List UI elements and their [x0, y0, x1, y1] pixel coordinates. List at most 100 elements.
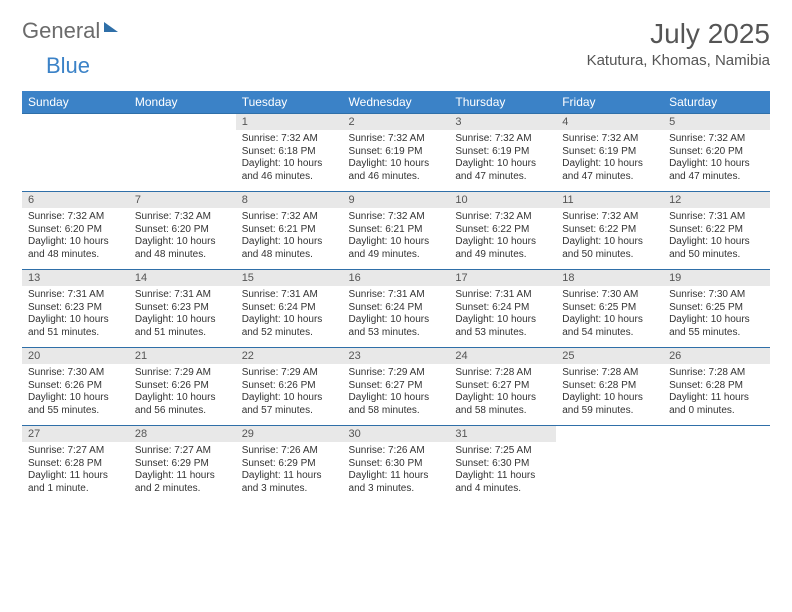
calendar-day-cell: 5Sunrise: 7:32 AMSunset: 6:20 PMDaylight… [663, 114, 770, 192]
calendar-day-cell: 20Sunrise: 7:30 AMSunset: 6:26 PMDayligh… [22, 348, 129, 426]
calendar-day-cell: 23Sunrise: 7:29 AMSunset: 6:27 PMDayligh… [343, 348, 450, 426]
sunset-text: Sunset: 6:27 PM [455, 380, 550, 393]
day-number: 1 [236, 114, 343, 130]
sunset-text: Sunset: 6:25 PM [562, 302, 657, 315]
sunrise-text: Sunrise: 7:31 AM [28, 289, 123, 302]
day-number: 4 [556, 114, 663, 130]
day-number: 26 [663, 348, 770, 364]
sunrise-text: Sunrise: 7:29 AM [349, 367, 444, 380]
daylight-text: Daylight: 10 hours and 48 minutes. [28, 236, 123, 261]
sunrise-text: Sunrise: 7:31 AM [135, 289, 230, 302]
day-number: 10 [449, 192, 556, 208]
calendar-day-cell: 22Sunrise: 7:29 AMSunset: 6:26 PMDayligh… [236, 348, 343, 426]
daylight-text: Daylight: 10 hours and 54 minutes. [562, 314, 657, 339]
day-body: Sunrise: 7:32 AMSunset: 6:22 PMDaylight:… [556, 208, 663, 269]
sunrise-text: Sunrise: 7:31 AM [455, 289, 550, 302]
daylight-text: Daylight: 10 hours and 55 minutes. [669, 314, 764, 339]
sunrise-text: Sunrise: 7:29 AM [242, 367, 337, 380]
calendar-day-cell: 1Sunrise: 7:32 AMSunset: 6:18 PMDaylight… [236, 114, 343, 192]
calendar-day-cell: 18 Sunrise: 7:30 AMSunset: 6:25 PMDayligh… [556, 270, 663, 348]
sunrise-text: Sunrise: 7:32 AM [135, 211, 230, 224]
sunset-text: Sunset: 6:29 PM [242, 458, 337, 471]
sunset-text: Sunset: 6:28 PM [28, 458, 123, 471]
weekday-header: Monday [129, 91, 236, 114]
day-body: Sunrise: 7:32 AMSunset: 6:19 PMDaylight:… [449, 130, 556, 191]
sunset-text: Sunset: 6:27 PM [349, 380, 444, 393]
daylight-text: Daylight: 10 hours and 50 minutes. [669, 236, 764, 261]
day-body: Sunrise: 7:25 AMSunset: 6:30 PMDaylight:… [449, 442, 556, 503]
sunrise-text: Sunrise: 7:32 AM [28, 211, 123, 224]
day-body: Sunrise: 7:31 AMSunset: 6:23 PMDaylight:… [22, 286, 129, 347]
daylight-text: Daylight: 11 hours and 1 minute. [28, 470, 123, 495]
sunset-text: Sunset: 6:24 PM [455, 302, 550, 315]
weekday-header: Wednesday [343, 91, 450, 114]
day-number: 16 [343, 270, 450, 286]
location-label: Katutura, Khomas, Namibia [587, 52, 770, 69]
day-body: Sunrise: 7:27 AMSunset: 6:28 PMDaylight:… [22, 442, 129, 503]
day-number: 6 [22, 192, 129, 208]
sunrise-text: Sunrise: 7:32 AM [455, 211, 550, 224]
day-body: Sunrise: 7:32 AMSunset: 6:20 PMDaylight:… [129, 208, 236, 269]
sunset-text: Sunset: 6:21 PM [349, 224, 444, 237]
sunset-text: Sunset: 6:23 PM [135, 302, 230, 315]
daylight-text: Daylight: 10 hours and 47 minutes. [455, 158, 550, 183]
day-body: Sunrise: 7:31 AMSunset: 6:24 PMDaylight:… [449, 286, 556, 347]
daylight-text: Daylight: 10 hours and 56 minutes. [135, 392, 230, 417]
day-number: 22 [236, 348, 343, 364]
calendar-day-cell: 25Sunrise: 7:28 AMSunset: 6:28 PMDayligh… [556, 348, 663, 426]
calendar-day-cell: 11Sunrise: 7:32 AMSunset: 6:22 PMDayligh… [556, 192, 663, 270]
page-title: July 2025 [587, 18, 770, 50]
day-number: 24 [449, 348, 556, 364]
sunrise-text: Sunrise: 7:32 AM [242, 211, 337, 224]
day-number: 8 [236, 192, 343, 208]
weekday-header: Thursday [449, 91, 556, 114]
day-body: Sunrise: 7:32 AMSunset: 6:20 PMDaylight:… [22, 208, 129, 269]
day-number: 25 [556, 348, 663, 364]
weekday-header: Friday [556, 91, 663, 114]
daylight-text: Daylight: 10 hours and 49 minutes. [455, 236, 550, 261]
calendar-day-cell: 17Sunrise: 7:31 AMSunset: 6:24 PMDayligh… [449, 270, 556, 348]
daylight-text: Daylight: 10 hours and 49 minutes. [349, 236, 444, 261]
calendar-week-row: 27Sunrise: 7:27 AMSunset: 6:28 PMDayligh… [22, 426, 770, 504]
sunset-text: Sunset: 6:26 PM [135, 380, 230, 393]
calendar-day-cell: .. [556, 426, 663, 504]
brand-word1: General [22, 18, 100, 44]
day-number: 28 [129, 426, 236, 442]
day-number: 20 [22, 348, 129, 364]
sunset-text: Sunset: 6:30 PM [455, 458, 550, 471]
sunrise-text: Sunrise: 7:30 AM [669, 289, 764, 302]
daylight-text: Daylight: 11 hours and 3 minutes. [349, 470, 444, 495]
daylight-text: Daylight: 10 hours and 52 minutes. [242, 314, 337, 339]
day-body: Sunrise: 7:32 AMSunset: 6:21 PMDaylight:… [343, 208, 450, 269]
sunset-text: Sunset: 6:19 PM [562, 146, 657, 159]
brand-word2: Blue [46, 53, 90, 78]
sunrise-text: Sunrise: 7:32 AM [562, 211, 657, 224]
sunrise-text: Sunrise: 7:30 AM [562, 289, 657, 302]
sunset-text: Sunset: 6:22 PM [669, 224, 764, 237]
weekday-header: Sunday [22, 91, 129, 114]
sunrise-text: Sunrise: 7:32 AM [349, 133, 444, 146]
sunrise-text: Sunrise: 7:32 AM [242, 133, 337, 146]
sunrise-text: Sunrise: 7:30 AM [28, 367, 123, 380]
sunset-text: Sunset: 6:18 PM [242, 146, 337, 159]
calendar-header: SundayMondayTuesdayWednesdayThursdayFrid… [22, 91, 770, 114]
daylight-text: Daylight: 11 hours and 2 minutes. [135, 470, 230, 495]
sunrise-text: Sunrise: 7:31 AM [349, 289, 444, 302]
sunrise-text: Sunrise: 7:32 AM [349, 211, 444, 224]
day-number: 30 [343, 426, 450, 442]
sunset-text: Sunset: 6:29 PM [135, 458, 230, 471]
day-body: Sunrise: 7:26 AMSunset: 6:30 PMDaylight:… [343, 442, 450, 503]
day-number: 13 [22, 270, 129, 286]
calendar-day-cell: 24Sunrise: 7:28 AMSunset: 6:27 PMDayligh… [449, 348, 556, 426]
day-number: 31 [449, 426, 556, 442]
day-number: 12 [663, 192, 770, 208]
calendar-table: SundayMondayTuesdayWednesdayThursdayFrid… [22, 91, 770, 503]
day-body: Sunrise: 7:30 AMSunset: 6:25 PMDaylight:… [663, 286, 770, 347]
daylight-text: Daylight: 10 hours and 55 minutes. [28, 392, 123, 417]
sunset-text: Sunset: 6:24 PM [242, 302, 337, 315]
day-number: 29 [236, 426, 343, 442]
day-body: Sunrise: 7:32 AMSunset: 6:21 PMDaylight:… [236, 208, 343, 269]
daylight-text: Daylight: 10 hours and 46 minutes. [349, 158, 444, 183]
logo-triangle-icon [104, 22, 118, 32]
day-number: 18 [556, 270, 663, 286]
